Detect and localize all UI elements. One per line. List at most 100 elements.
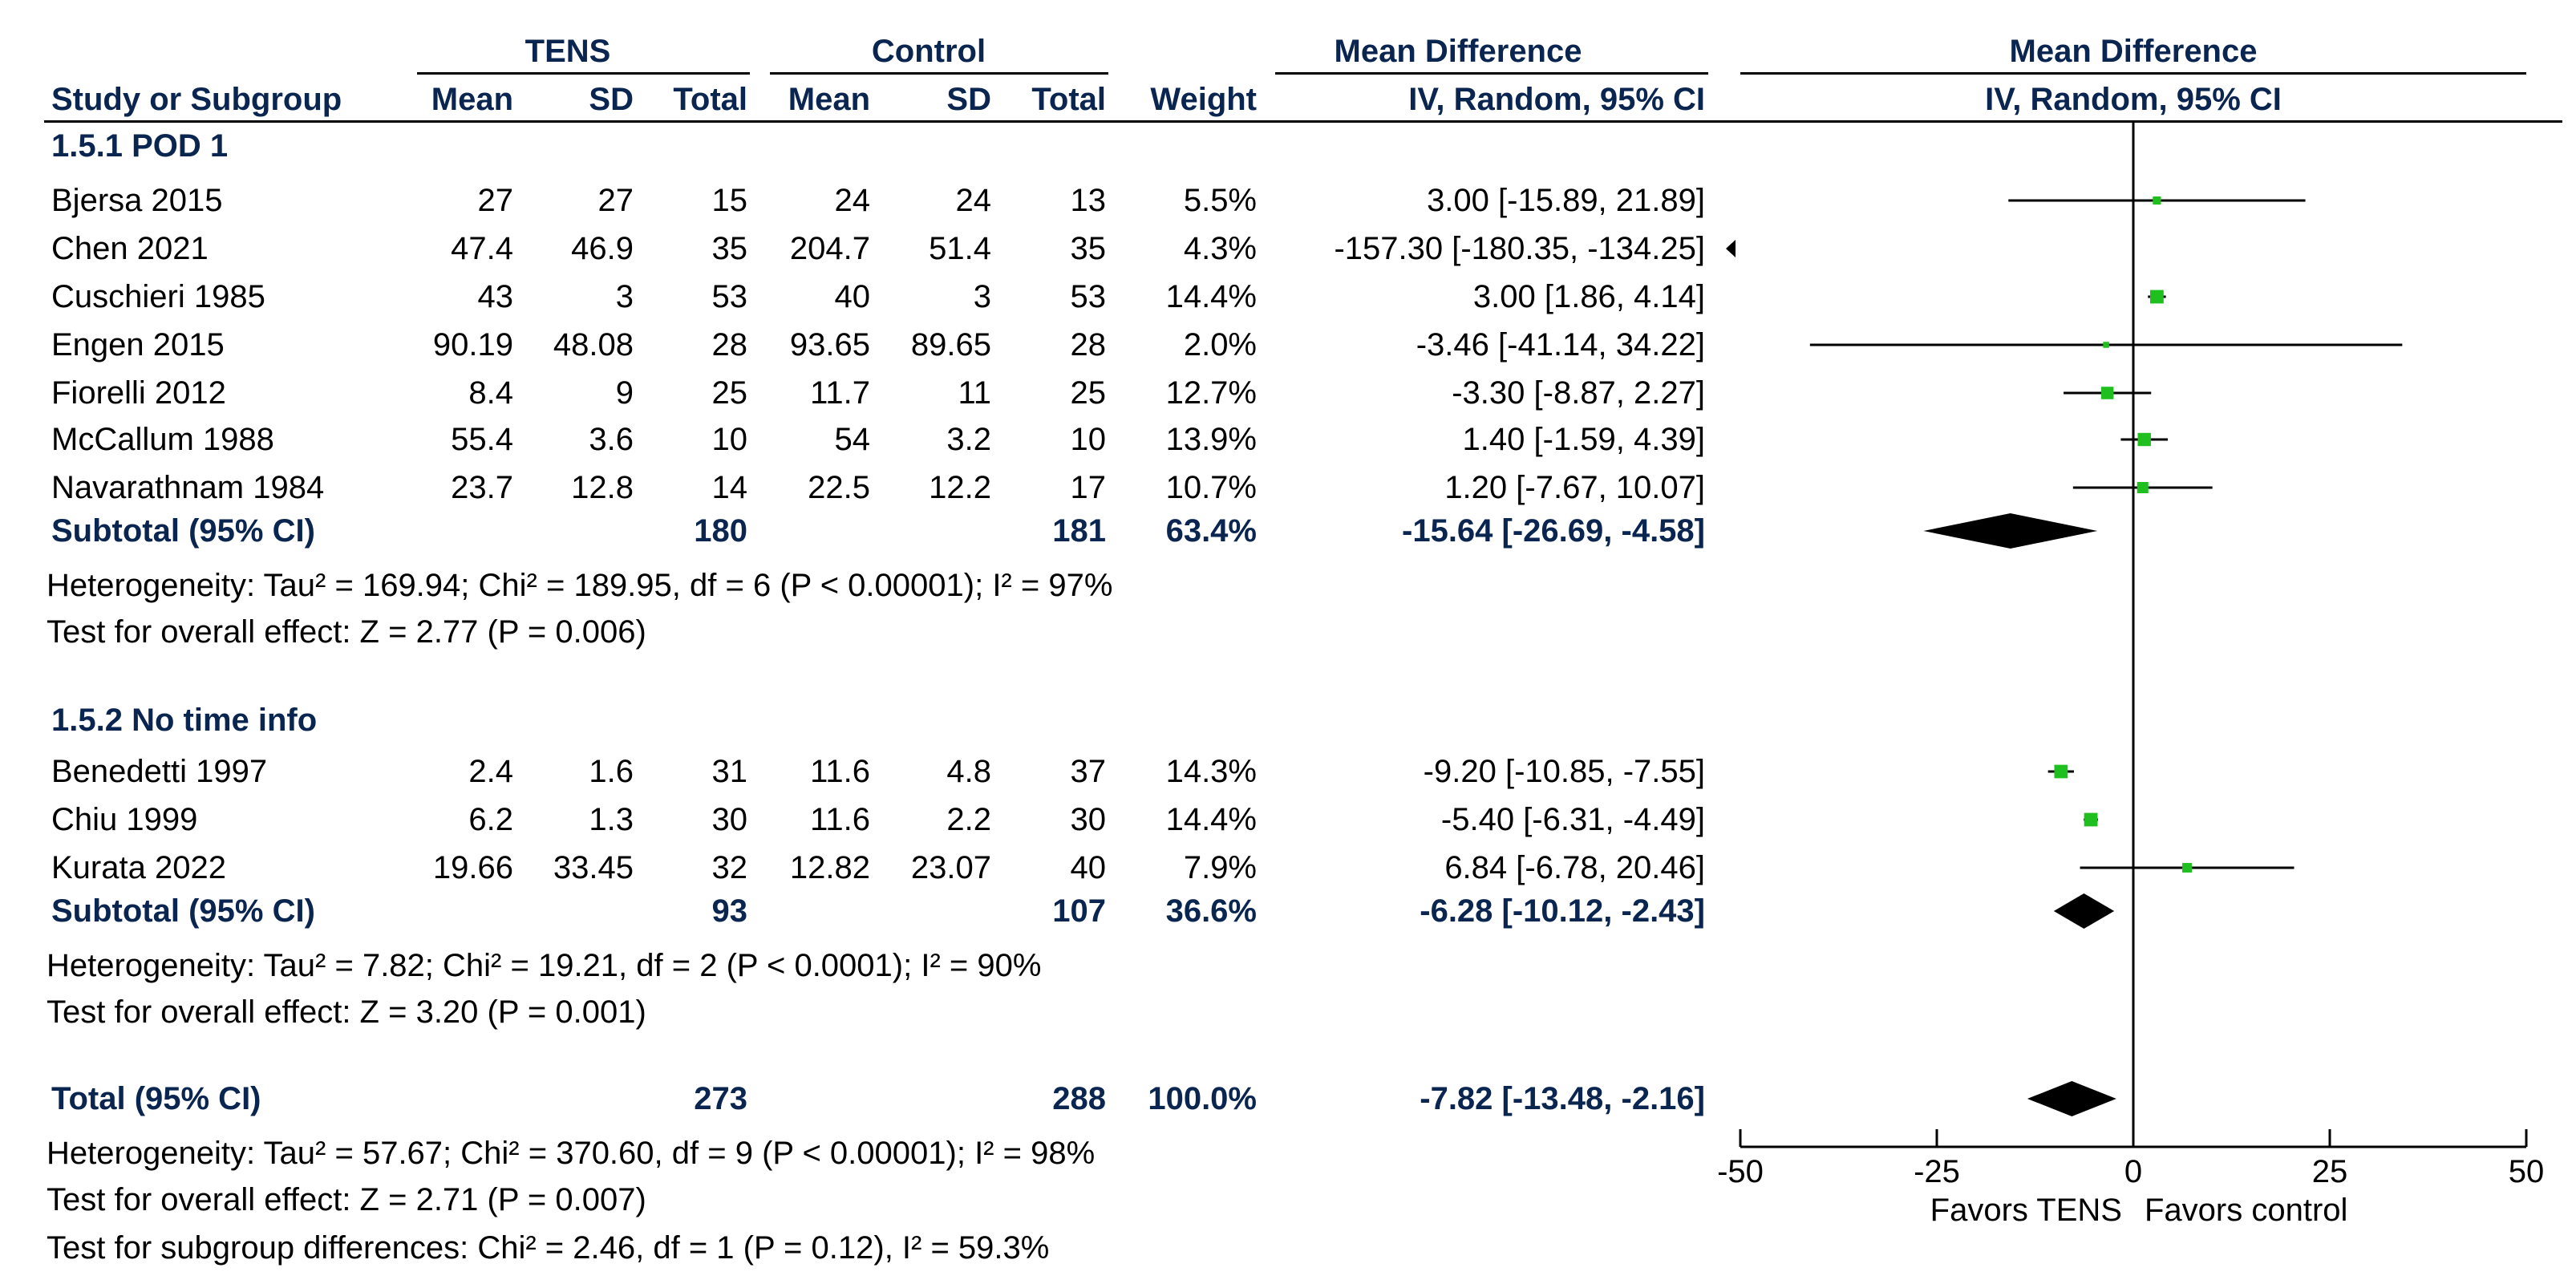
study-ci: -9.20 [-10.85, -7.55] bbox=[1423, 754, 1705, 789]
heterogeneity-text: Heterogeneity: Tau² = 169.94; Chi² = 189… bbox=[47, 568, 1113, 603]
study-mean-tens: 55.4 bbox=[451, 422, 513, 457]
overall-effect-text: Test for overall effect: Z = 3.20 (P = 0… bbox=[47, 994, 646, 1030]
total-overall-effect-text: Test for overall effect: Z = 2.71 (P = 0… bbox=[47, 1182, 646, 1217]
study-ci: 1.20 [-7.67, 10.07] bbox=[1444, 470, 1705, 505]
study-mean-tens: 23.7 bbox=[451, 470, 513, 505]
x-axis-tick-label: 50 bbox=[2509, 1154, 2545, 1189]
study-sd-control: 89.65 bbox=[910, 327, 991, 363]
plot-column-title: Mean Difference bbox=[2009, 34, 2258, 69]
col-sd1: SD bbox=[589, 82, 634, 117]
subtotal-weight: 36.6% bbox=[1165, 893, 1257, 929]
study-name: Engen 2015 bbox=[51, 327, 225, 363]
col-study: Study or Subgroup bbox=[51, 82, 342, 117]
overall-effect-text: Test for overall effect: Z = 2.77 (P = 0… bbox=[47, 614, 646, 650]
study-mean-tens: 90.19 bbox=[432, 327, 513, 363]
study-weight: 7.9% bbox=[1183, 850, 1257, 885]
study-point-marker bbox=[2137, 481, 2149, 494]
study-name: Navarathnam 1984 bbox=[51, 470, 325, 505]
pooled-diamond bbox=[2053, 893, 2115, 929]
offscale-arrow-marker bbox=[1726, 240, 1736, 257]
study-total-tens: 10 bbox=[711, 422, 748, 457]
study-name: Kurata 2022 bbox=[51, 850, 226, 885]
study-ci: 3.00 [-15.89, 21.89] bbox=[1427, 183, 1705, 218]
study-weight: 2.0% bbox=[1183, 327, 1257, 363]
group-title: 1.5.1 POD 1 bbox=[51, 128, 229, 164]
study-name: Benedetti 1997 bbox=[51, 754, 268, 789]
study-point-marker bbox=[2150, 290, 2164, 304]
rule-header bbox=[44, 120, 2562, 123]
x-axis-tick-label: -25 bbox=[1914, 1154, 1960, 1189]
study-total-control: 25 bbox=[1070, 375, 1107, 411]
study-sd-tens: 46.9 bbox=[571, 231, 634, 266]
col-mean1: Mean bbox=[431, 82, 513, 117]
study-sd-tens: 9 bbox=[615, 375, 634, 411]
study-mean-control: 24 bbox=[834, 183, 871, 218]
study-sd-control: 3 bbox=[973, 279, 991, 314]
study-sd-tens: 12.8 bbox=[571, 470, 634, 505]
rule-tens bbox=[417, 72, 750, 75]
study-weight: 14.3% bbox=[1165, 754, 1257, 789]
study-point-marker bbox=[2054, 764, 2068, 779]
study-mean-control: 12.82 bbox=[789, 850, 870, 885]
study-mean-tens: 2.4 bbox=[468, 754, 513, 789]
study-total-control: 17 bbox=[1070, 470, 1107, 505]
study-ci: 6.84 [-6.78, 20.46] bbox=[1444, 850, 1705, 885]
study-total-control: 10 bbox=[1070, 422, 1107, 457]
subtotal-label: Subtotal (95% CI) bbox=[51, 513, 315, 549]
study-sd-control: 24 bbox=[955, 183, 992, 218]
study-sd-tens: 27 bbox=[597, 183, 634, 218]
study-ci: 1.40 [-1.59, 4.39] bbox=[1462, 422, 1705, 457]
study-sd-control: 11 bbox=[958, 375, 991, 411]
rule-control bbox=[770, 72, 1108, 75]
study-mean-control: 11.6 bbox=[810, 802, 870, 837]
x-axis-tick-label: -50 bbox=[1717, 1154, 1764, 1189]
study-point-marker bbox=[2100, 387, 2114, 399]
study-name: McCallum 1988 bbox=[51, 422, 274, 457]
study-total-tens: 31 bbox=[711, 754, 748, 789]
study-ci: 3.00 [1.86, 4.14] bbox=[1472, 279, 1705, 314]
study-total-tens: 35 bbox=[711, 231, 748, 266]
study-name: Chiu 1999 bbox=[51, 802, 198, 837]
pooled-diamond bbox=[2027, 1081, 2116, 1116]
group-title: 1.5.2 No time info bbox=[51, 703, 318, 738]
study-total-control: 40 bbox=[1070, 850, 1107, 885]
study-total-control: 35 bbox=[1070, 231, 1107, 266]
study-point-marker bbox=[2182, 863, 2192, 873]
study-mean-control: 93.65 bbox=[789, 327, 870, 363]
study-total-control: 53 bbox=[1070, 279, 1107, 314]
study-name: Fiorelli 2012 bbox=[51, 375, 226, 411]
study-name: Bjersa 2015 bbox=[51, 183, 223, 218]
subtotal-total-tens: 180 bbox=[694, 513, 747, 549]
study-mean-tens: 19.66 bbox=[432, 850, 513, 885]
total-ci: -7.82 [-13.48, -2.16] bbox=[1420, 1081, 1705, 1116]
rule-plot bbox=[1740, 72, 2526, 75]
col-sd2: SD bbox=[946, 82, 991, 117]
subtotal-weight: 63.4% bbox=[1165, 513, 1257, 549]
study-sd-tens: 1.3 bbox=[589, 802, 634, 837]
study-point-marker bbox=[2084, 812, 2098, 827]
study-mean-tens: 6.2 bbox=[468, 802, 513, 837]
study-mean-tens: 27 bbox=[477, 183, 514, 218]
study-point-marker bbox=[2137, 432, 2151, 447]
study-ci: -157.30 [-180.35, -134.25] bbox=[1334, 231, 1705, 266]
study-sd-control: 3.2 bbox=[946, 422, 991, 457]
study-name: Cuschieri 1985 bbox=[51, 279, 265, 314]
total-weight: 100.0% bbox=[1148, 1081, 1257, 1116]
col-total2: Total bbox=[1031, 82, 1106, 117]
favors-tens-label: Favors TENS bbox=[1930, 1193, 2122, 1228]
study-total-tens: 14 bbox=[711, 470, 748, 505]
study-mean-control: 22.5 bbox=[808, 470, 870, 505]
study-sd-control: 4.8 bbox=[946, 754, 991, 789]
study-sd-tens: 3.6 bbox=[589, 422, 634, 457]
study-ci: -3.46 [-41.14, 34.22] bbox=[1416, 327, 1705, 363]
study-weight: 14.4% bbox=[1165, 802, 1257, 837]
study-total-tens: 28 bbox=[711, 327, 748, 363]
favors-control-label: Favors control bbox=[2145, 1193, 2347, 1228]
study-sd-tens: 33.45 bbox=[553, 850, 634, 885]
study-weight: 5.5% bbox=[1183, 183, 1257, 218]
study-total-control: 28 bbox=[1070, 327, 1107, 363]
study-weight: 4.3% bbox=[1183, 231, 1257, 266]
x-axis-tick-label: 25 bbox=[2312, 1154, 2348, 1189]
study-total-tens: 15 bbox=[711, 183, 748, 218]
